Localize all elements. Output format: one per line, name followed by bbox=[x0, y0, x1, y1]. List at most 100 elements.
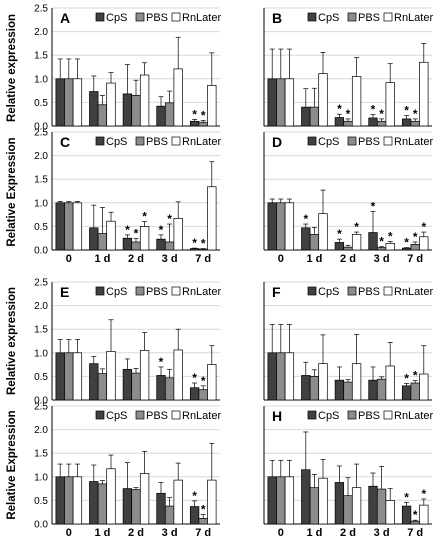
bar bbox=[334, 117, 345, 127]
significance-marker: * bbox=[201, 108, 206, 122]
bar bbox=[276, 202, 286, 251]
bar bbox=[376, 488, 387, 525]
legend-label: CpS bbox=[106, 286, 127, 298]
panel-label: D bbox=[272, 134, 282, 150]
bar bbox=[334, 379, 345, 401]
legend-label: RnLater bbox=[182, 410, 221, 422]
legend-label: CpS bbox=[318, 12, 339, 24]
bar bbox=[189, 506, 200, 525]
bar bbox=[131, 489, 141, 525]
bar bbox=[267, 352, 277, 401]
significance-marker: * bbox=[371, 103, 376, 117]
bar bbox=[376, 120, 387, 127]
legend-label: PBS bbox=[358, 136, 380, 148]
x-tick-label: 2 d bbox=[340, 527, 356, 539]
bar bbox=[276, 352, 286, 401]
bar bbox=[89, 481, 99, 525]
significance-marker: * bbox=[413, 107, 418, 121]
panel-label: E bbox=[60, 284, 69, 300]
significance-marker: * bbox=[192, 236, 197, 250]
panel-label: H bbox=[272, 408, 282, 424]
y-tick-label: 1.0 bbox=[34, 472, 48, 483]
bar bbox=[97, 483, 108, 525]
y-tick-label: 2.0 bbox=[34, 425, 48, 436]
legend-label: PBS bbox=[358, 410, 380, 422]
bar bbox=[139, 74, 150, 127]
bar bbox=[72, 476, 83, 525]
bar bbox=[368, 485, 378, 525]
bar bbox=[198, 121, 208, 127]
bar bbox=[276, 476, 286, 525]
bar bbox=[164, 102, 175, 127]
bar bbox=[385, 82, 395, 127]
legend-swatch bbox=[95, 410, 105, 420]
legend-swatch bbox=[347, 286, 357, 296]
bar bbox=[89, 91, 99, 127]
significance-marker: * bbox=[337, 227, 342, 241]
y-tick-label: 2.5 bbox=[34, 402, 48, 413]
bar bbox=[343, 246, 353, 251]
bar bbox=[139, 473, 150, 525]
y-tick-label: 2.5 bbox=[34, 278, 48, 289]
bar bbox=[106, 82, 116, 127]
y-tick-label: 1.0 bbox=[34, 348, 48, 359]
significance-marker: * bbox=[167, 212, 172, 226]
bar bbox=[122, 93, 133, 127]
bar bbox=[318, 73, 328, 127]
legend-label: CpS bbox=[106, 410, 127, 422]
bar bbox=[207, 364, 217, 401]
bar bbox=[156, 238, 166, 251]
bar bbox=[284, 78, 295, 127]
bar bbox=[343, 495, 353, 525]
bar bbox=[189, 120, 200, 127]
legend-swatch bbox=[383, 410, 393, 420]
bar bbox=[318, 213, 328, 251]
bar bbox=[301, 469, 311, 525]
x-tick-label: 3 d bbox=[162, 527, 178, 539]
bar bbox=[301, 375, 311, 401]
y-tick-label: 2.0 bbox=[34, 301, 48, 312]
legend-swatch bbox=[307, 410, 317, 420]
bar bbox=[410, 243, 420, 251]
legend-swatch bbox=[307, 136, 317, 146]
bar bbox=[419, 236, 429, 251]
bar bbox=[309, 106, 320, 127]
x-tick-label: 3 d bbox=[374, 253, 390, 265]
bar bbox=[351, 76, 362, 127]
bar bbox=[89, 363, 99, 401]
legend-swatch bbox=[383, 136, 393, 146]
bar bbox=[419, 373, 429, 401]
significance-marker: * bbox=[371, 199, 376, 213]
y-tick-label: 1.0 bbox=[34, 198, 48, 209]
bar bbox=[419, 504, 429, 525]
bar bbox=[139, 350, 150, 401]
significance-marker: * bbox=[404, 236, 409, 250]
bar bbox=[376, 378, 387, 401]
bar bbox=[97, 373, 108, 401]
bar bbox=[89, 227, 99, 251]
y-axis-label-layer: Relative expression Relative Expression … bbox=[6, 14, 18, 520]
significance-marker: * bbox=[201, 374, 206, 388]
panel-6: * * F CpS PBS RnLater bbox=[263, 281, 433, 401]
significance-marker: * bbox=[413, 369, 418, 383]
bar bbox=[55, 78, 65, 127]
significance-marker: * bbox=[421, 487, 426, 501]
bar bbox=[131, 241, 141, 251]
panels: 0.00.51.01.52.02.5* *A CpS PBS RnLater* * ** * *… bbox=[34, 4, 433, 540]
x-tick-label: 0 bbox=[66, 527, 72, 539]
legend-swatch bbox=[383, 12, 393, 22]
bar bbox=[131, 372, 141, 401]
legend-swatch bbox=[347, 410, 357, 420]
bar bbox=[267, 202, 277, 251]
bar bbox=[301, 227, 311, 251]
bar bbox=[351, 234, 362, 251]
bar bbox=[207, 85, 217, 127]
legend-swatch bbox=[95, 286, 105, 296]
bar bbox=[64, 476, 74, 525]
legend-swatch bbox=[383, 286, 393, 296]
x-tick-label: 2 d bbox=[128, 253, 144, 265]
y-tick-label: 2.5 bbox=[34, 4, 48, 15]
significance-marker: * bbox=[192, 489, 197, 503]
